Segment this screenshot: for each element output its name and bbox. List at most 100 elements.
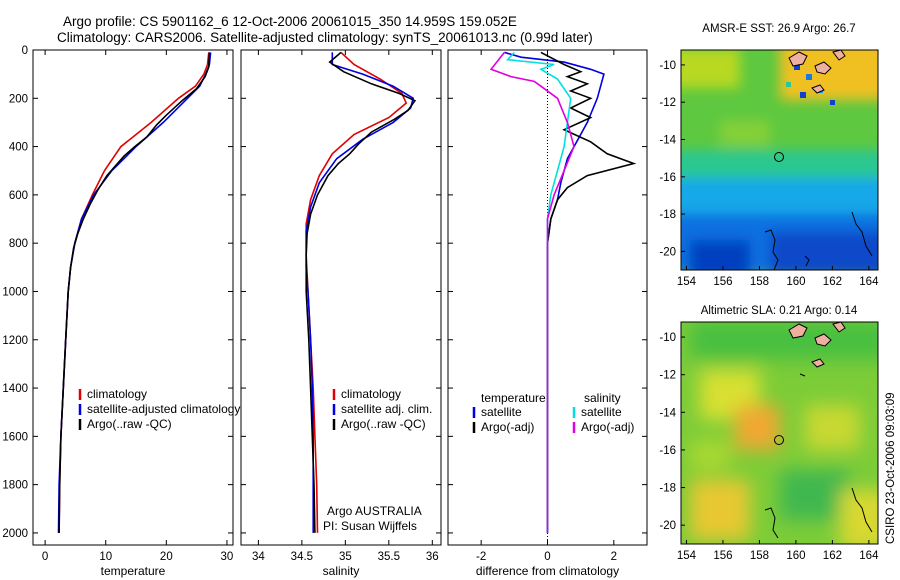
map-ytick-label: -16 bbox=[659, 172, 676, 184]
sst-map-field bbox=[681, 50, 878, 270]
temperature-xlabel: temperature bbox=[101, 564, 166, 578]
difference-legend-title-salinity: salinity bbox=[584, 391, 621, 405]
temperature-series bbox=[57, 52, 212, 533]
map-ytick-label: -12 bbox=[659, 97, 676, 109]
sst-map-title: AMSR-E SST: 26.9 Argo: 26.7 bbox=[702, 23, 855, 35]
map-ytick-label: -20 bbox=[659, 520, 676, 532]
salinity-panel: 34 34.5 35 35.5 36 salinity climatologysatelli… bbox=[240, 49, 442, 578]
salinity-series bbox=[305, 51, 417, 533]
map-xtick-label: 154 bbox=[677, 276, 697, 288]
map-ytick-label: -14 bbox=[659, 134, 676, 146]
difference-legend-label: Argo(-adj) bbox=[481, 420, 534, 434]
map-ytick-label: -10 bbox=[659, 60, 676, 72]
sla-map-panel: Altimetric SLA: 0.21 Argo: 0.14 bbox=[659, 305, 879, 562]
depth-tick-label: 1400 bbox=[2, 383, 28, 395]
difference-legend-label: Argo(-adj) bbox=[581, 420, 634, 434]
map-xtick-label: 162 bbox=[823, 276, 842, 288]
map-ytick-label: -16 bbox=[659, 445, 676, 457]
sla-map-field bbox=[681, 322, 878, 544]
map-ytick-label: -14 bbox=[659, 407, 676, 419]
salinity-xtick-label: 36 bbox=[426, 551, 439, 563]
depth-tick-label: 1200 bbox=[2, 335, 28, 347]
map-ytick-label: -18 bbox=[659, 209, 676, 221]
figure-title-line1: Argo profile: CS 5901162_6 12-Oct-2006 2… bbox=[63, 14, 517, 29]
difference-xtick-label: 2 bbox=[611, 551, 617, 563]
sst-map-panel: AMSR-E SST: 26.9 Argo: 26.7 bbox=[659, 23, 879, 288]
salinity-xtick-label: 35 bbox=[339, 551, 352, 563]
salinity-xtick-label: 34 bbox=[252, 551, 265, 563]
sst-coastlines bbox=[764, 211, 873, 270]
salinity-legend-label: Argo(..raw -QC) bbox=[341, 417, 426, 431]
salinity-legend-label: satellite adj. clim. bbox=[341, 402, 432, 416]
depth-tick-label: 600 bbox=[9, 190, 28, 202]
sst-map-axes: 154 156 158 160 162 164 -10 -12 -14 -16 -18 -20 bbox=[659, 60, 879, 288]
map-xtick-label: 162 bbox=[823, 550, 842, 562]
difference-line-0 bbox=[504, 51, 605, 533]
sla-map-axes: 154 156 158 160 162 164 -10 -12 -14 -16 -18 -20 bbox=[659, 332, 879, 562]
salinity-line-0 bbox=[305, 51, 408, 533]
map-xtick-label: 154 bbox=[677, 550, 697, 562]
figure-title-line2: Climatology: CARS2006. Satellite-adjuste… bbox=[57, 30, 593, 45]
salinity-legend-label: climatology bbox=[341, 387, 401, 401]
difference-xtick-label: -2 bbox=[476, 551, 486, 563]
depth-tick-label: 1000 bbox=[2, 286, 28, 298]
salinity-line-1 bbox=[305, 52, 415, 533]
sla-islands bbox=[788, 322, 846, 368]
difference-legend-label: satellite bbox=[581, 405, 622, 419]
depth-tick-label: 800 bbox=[9, 238, 28, 250]
map-xtick-label: 156 bbox=[713, 550, 732, 562]
sst-islands bbox=[788, 50, 846, 94]
map-xtick-label: 164 bbox=[859, 276, 879, 288]
temperature-legend-label: satellite-adjusted climatology bbox=[87, 402, 240, 416]
map-ytick-label: -12 bbox=[659, 370, 676, 382]
side-timestamp-label: CSIRO 23-Oct-2006 09:03:09 bbox=[885, 393, 897, 545]
sla-argo-marker bbox=[774, 435, 784, 445]
sla-map-title: Altimetric SLA: 0.21 Argo: 0.14 bbox=[701, 305, 858, 317]
depth-tick-label: 200 bbox=[9, 93, 28, 105]
temperature-legend-label: climatology bbox=[87, 387, 147, 401]
depth-tick-label: 400 bbox=[9, 142, 28, 154]
temperature-panel: 0 10 20 30 0 200 400 600 800 1000 1200 1400 1600 1800… bbox=[2, 45, 240, 578]
map-xtick-label: 156 bbox=[713, 276, 732, 288]
difference-legend-title-temperature: temperature bbox=[481, 391, 546, 405]
map-xtick-label: 158 bbox=[750, 550, 769, 562]
salinity-line-2 bbox=[305, 51, 417, 533]
temperature-line-0 bbox=[58, 52, 210, 533]
temperature-line-1 bbox=[57, 52, 212, 533]
temperature-legend-label: Argo(..raw -QC) bbox=[87, 417, 172, 431]
depth-tick-label: 0 bbox=[22, 45, 28, 57]
map-xtick-label: 158 bbox=[750, 276, 769, 288]
temperature-line-2 bbox=[58, 52, 211, 533]
temperature-frame bbox=[32, 49, 234, 546]
salinity-xlabel: salinity bbox=[323, 564, 360, 578]
salinity-frame bbox=[240, 49, 442, 546]
temperature-xtick-label: 20 bbox=[160, 551, 173, 563]
difference-xtick-label: 0 bbox=[544, 551, 550, 563]
temperature-xtick-label: 0 bbox=[42, 551, 48, 563]
map-ytick-label: -20 bbox=[659, 246, 676, 258]
difference-line-1 bbox=[540, 51, 637, 533]
salinity-xtick-label: 34.5 bbox=[291, 551, 313, 563]
map-xtick-label: 164 bbox=[859, 550, 879, 562]
sla-coastlines bbox=[764, 373, 873, 539]
difference-line-2 bbox=[506, 51, 572, 533]
depth-tick-label: 1800 bbox=[2, 480, 28, 492]
difference-series bbox=[489, 51, 637, 533]
depth-tick-label: 1600 bbox=[2, 431, 28, 443]
sst-argo-marker bbox=[774, 152, 784, 162]
map-ytick-label: -18 bbox=[659, 483, 676, 495]
map-xtick-label: 160 bbox=[786, 276, 805, 288]
depth-tick-label: 2000 bbox=[2, 528, 28, 540]
credit-line2: PI: Susan Wijffels bbox=[323, 519, 417, 533]
map-ytick-label: -10 bbox=[659, 332, 676, 344]
difference-line-3 bbox=[489, 51, 575, 533]
difference-legend-label: satellite bbox=[481, 405, 522, 419]
temperature-xtick-label: 30 bbox=[221, 551, 234, 563]
temperature-xtick-label: 10 bbox=[99, 551, 112, 563]
salinity-xtick-label: 35.5 bbox=[378, 551, 400, 563]
map-xtick-label: 160 bbox=[786, 550, 805, 562]
difference-xlabel: difference from climatology bbox=[476, 564, 619, 578]
credit-line1: Argo AUSTRALIA bbox=[327, 504, 422, 518]
